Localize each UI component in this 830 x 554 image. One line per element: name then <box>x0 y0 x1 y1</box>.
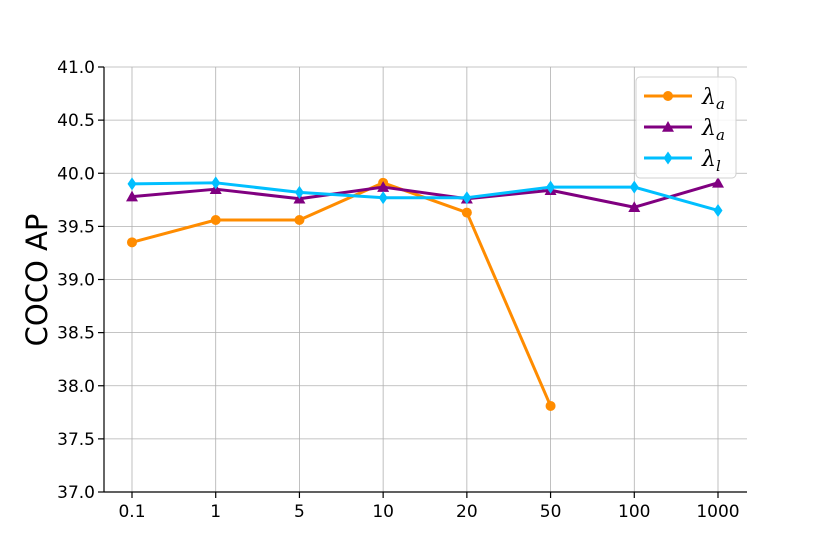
x-tick-label: 100 <box>618 502 650 522</box>
x-tick-label: 0.1 <box>118 502 145 522</box>
legend-label: λa <box>701 116 725 144</box>
axes: 37.0 37.5 38.0 38.5 39.0 39.5 40.0 40.5 41.0 0.1 1… <box>57 58 747 522</box>
series-3 <box>127 176 723 217</box>
data-point <box>294 185 304 199</box>
legend-marker <box>663 151 673 165</box>
data-point <box>461 207 472 218</box>
y-tick-label: 37.0 <box>57 483 95 503</box>
y-tick-label: 38.5 <box>57 324 95 344</box>
legend-marker <box>662 121 674 132</box>
legend-marker <box>663 91 673 101</box>
y-axis-label: COCO AP <box>20 214 54 347</box>
x-tick-label: 1 <box>210 502 221 522</box>
y-tick-label: 37.5 <box>57 430 95 450</box>
legend-entry: λl <box>644 147 721 175</box>
series-line <box>131 181 552 407</box>
y-tick-label: 40.0 <box>57 164 95 184</box>
data-point <box>629 180 639 194</box>
legend: λa λa λl <box>635 76 737 179</box>
series-layer <box>126 176 724 411</box>
x-tick-label: 5 <box>294 502 305 522</box>
data-point <box>712 176 724 188</box>
data-point <box>294 215 305 225</box>
legend-label: λa <box>701 85 725 113</box>
data-point <box>377 181 390 192</box>
data-point <box>378 191 388 205</box>
data-point <box>628 201 641 213</box>
data-point <box>127 177 137 191</box>
data-point <box>126 190 138 202</box>
legend-entry: λa <box>644 85 725 113</box>
data-point <box>210 215 221 225</box>
x-tick-label: 1000 <box>696 502 739 522</box>
data-point <box>211 176 221 190</box>
y-tick-label: 39.5 <box>57 217 95 237</box>
y-tick-label: 38.0 <box>57 377 95 397</box>
data-point <box>462 191 472 205</box>
x-tick-label: 20 <box>456 502 478 522</box>
legend-entry: λa <box>644 116 725 144</box>
y-tick-label: 41.0 <box>57 58 95 78</box>
data-point <box>713 203 723 217</box>
grid <box>104 66 747 493</box>
series-line <box>131 181 719 209</box>
legend-label: λl <box>701 147 721 175</box>
data-point <box>546 180 556 194</box>
y-tick-label: 40.5 <box>57 111 95 131</box>
series-line <box>131 181 719 212</box>
y-tick-label: 39.0 <box>57 271 95 291</box>
data-point <box>127 237 137 248</box>
x-tick-label: 10 <box>372 502 394 522</box>
series-1 <box>127 177 556 411</box>
data-point <box>545 400 556 411</box>
x-tick-label: 50 <box>540 502 562 522</box>
